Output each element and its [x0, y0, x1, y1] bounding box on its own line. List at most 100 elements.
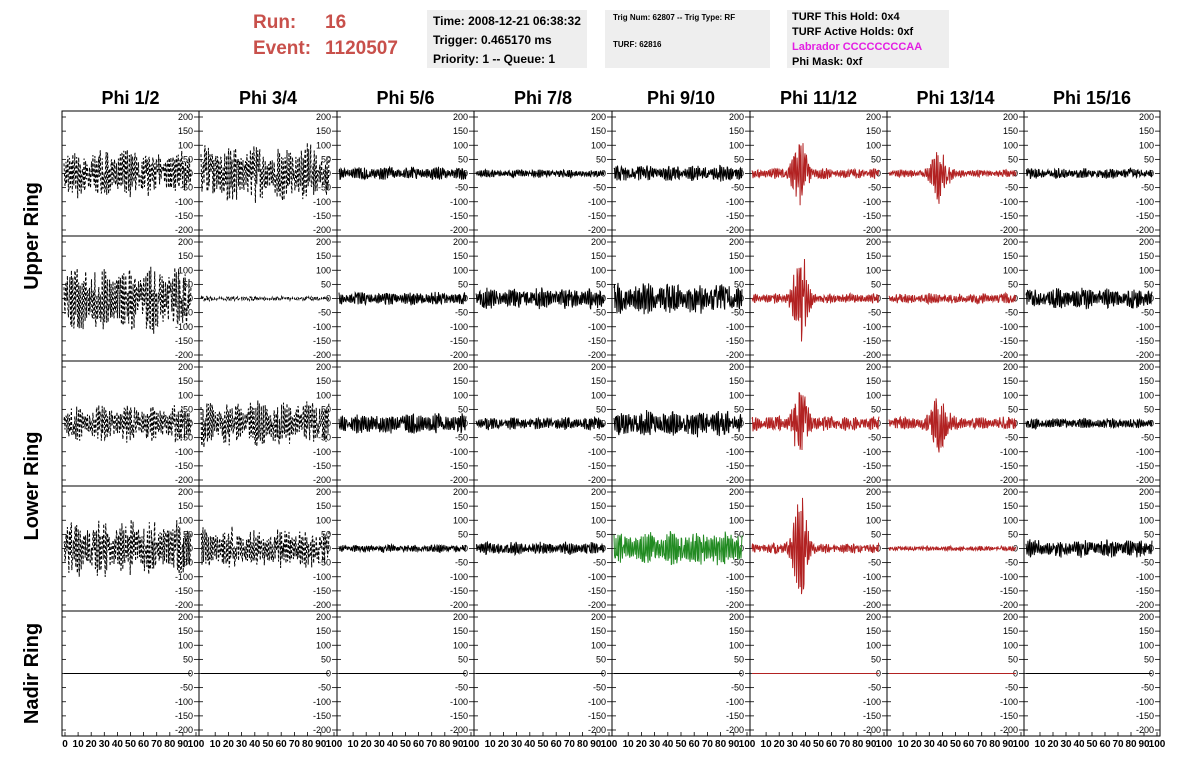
- ytick-label: 150: [178, 126, 193, 136]
- ytick-label: 100: [178, 140, 193, 150]
- ytick-label: 50: [1144, 654, 1154, 664]
- ytick-label: 50: [871, 404, 881, 414]
- trig-info-box: Trig Num: 62807 -- Trig Type: RF TURF: 6…: [605, 10, 770, 68]
- column-title: Phi 9/10: [647, 88, 715, 108]
- xtick-label: 80: [164, 739, 176, 750]
- ytick-label: 200: [866, 612, 881, 622]
- ytick-label: -100: [175, 197, 193, 207]
- ytick-label: -100: [175, 322, 193, 332]
- xtick-label: 60: [1099, 739, 1111, 750]
- xtick-label: 50: [675, 739, 687, 750]
- ytick-label: -50: [1005, 308, 1018, 318]
- column-title: Phi 13/14: [916, 88, 994, 108]
- waveform-trace: [338, 165, 467, 181]
- ytick-label: -50: [1141, 433, 1154, 443]
- ytick-label: -150: [863, 211, 881, 221]
- xtick-label: 60: [413, 739, 425, 750]
- ytick-label: -50: [1141, 308, 1154, 318]
- time-info-box: Time: 2008-12-21 06:38:32 Trigger: 0.465…: [427, 10, 587, 68]
- ytick-label: 150: [729, 626, 744, 636]
- time-text: Time: 2008-12-21 06:38:32: [433, 14, 581, 28]
- ytick-label: -150: [588, 336, 606, 346]
- ytick-label: -200: [1136, 225, 1154, 235]
- waveform-trace: [888, 544, 1017, 553]
- ytick-label: -200: [175, 350, 193, 360]
- ytick-label: -50: [593, 183, 606, 193]
- ytick-label: 150: [1139, 626, 1154, 636]
- ytick-label: 100: [1139, 265, 1154, 275]
- ytick-label: 150: [453, 626, 468, 636]
- waveform-trace: [888, 152, 1017, 204]
- ytick-label: -150: [726, 211, 744, 221]
- waveform-trace: [63, 149, 192, 199]
- ytick-label: 50: [183, 154, 193, 164]
- xtick-label: 100: [739, 739, 756, 750]
- ytick-label: -200: [450, 475, 468, 485]
- ytick-label: 200: [178, 362, 193, 372]
- ytick-label: -150: [1136, 461, 1154, 471]
- ytick-label: 50: [871, 654, 881, 664]
- ytick-label: 100: [1003, 140, 1018, 150]
- waveform-trace: [475, 415, 605, 431]
- ytick-label: 200: [316, 612, 331, 622]
- waveform-trace: [200, 400, 330, 448]
- xtick-label: 100: [463, 739, 480, 750]
- ytick-label: 200: [316, 362, 331, 372]
- xtick-label: 40: [1073, 739, 1085, 750]
- ytick-label: 50: [183, 404, 193, 414]
- xtick-label: 90: [728, 739, 740, 750]
- ytick-label: -50: [868, 683, 881, 693]
- ytick-label: -150: [588, 211, 606, 221]
- ytick-label: -150: [313, 711, 331, 721]
- xtick-label: 80: [577, 739, 589, 750]
- ytick-label: 200: [178, 612, 193, 622]
- xtick-label: 60: [826, 739, 838, 750]
- xtick-label: 90: [865, 739, 877, 750]
- ytick-label: 200: [316, 237, 331, 247]
- ytick-label: -150: [588, 461, 606, 471]
- ytick-label: 100: [729, 390, 744, 400]
- ytick-label: 200: [1139, 487, 1154, 497]
- ytick-label: -200: [1000, 600, 1018, 610]
- ytick-label: 100: [591, 140, 606, 150]
- xtick-label: 20: [911, 739, 923, 750]
- ytick-label: -200: [1136, 350, 1154, 360]
- ytick-label: 50: [871, 154, 881, 164]
- ytick-label: -200: [1136, 725, 1154, 735]
- ytick-label: 150: [1003, 126, 1018, 136]
- xtick-label: 20: [774, 739, 786, 750]
- xtick-label: 80: [302, 739, 314, 750]
- ytick-label: 200: [866, 237, 881, 247]
- ytick-label: 0: [188, 419, 193, 429]
- ytick-label: 200: [591, 237, 606, 247]
- ytick-label: -200: [1000, 350, 1018, 360]
- run-event-header: Run: 16 Event: 1120507: [253, 10, 398, 62]
- ytick-label: 150: [591, 126, 606, 136]
- xtick-label: 20: [498, 739, 510, 750]
- xtick-label: 30: [99, 739, 111, 750]
- ytick-label: -50: [731, 308, 744, 318]
- waveform-trace: [338, 412, 467, 434]
- turf-info-box: TURF This Hold: 0x4 TURF Active Holds: 0…: [787, 10, 949, 68]
- ytick-label: 100: [1139, 140, 1154, 150]
- ytick-label: 150: [1139, 126, 1154, 136]
- ytick-label: -150: [175, 211, 193, 221]
- ytick-label: -100: [863, 197, 881, 207]
- ytick-label: -50: [731, 683, 744, 693]
- column-title: Phi 1/2: [101, 88, 159, 108]
- ytick-label: -200: [726, 225, 744, 235]
- ytick-label: 50: [183, 279, 193, 289]
- xtick-label: 30: [924, 739, 936, 750]
- xtick-label: 10: [73, 739, 85, 750]
- ytick-label: -50: [593, 683, 606, 693]
- ring-label: Lower Ring: [21, 432, 43, 541]
- ytick-label: -150: [863, 336, 881, 346]
- ytick-label: 50: [321, 154, 331, 164]
- ytick-label: -150: [450, 461, 468, 471]
- ytick-label: 100: [866, 265, 881, 275]
- ytick-label: 50: [734, 654, 744, 664]
- ytick-label: -200: [588, 725, 606, 735]
- ytick-label: 100: [178, 640, 193, 650]
- ytick-label: 50: [321, 404, 331, 414]
- ytick-label: -100: [588, 572, 606, 582]
